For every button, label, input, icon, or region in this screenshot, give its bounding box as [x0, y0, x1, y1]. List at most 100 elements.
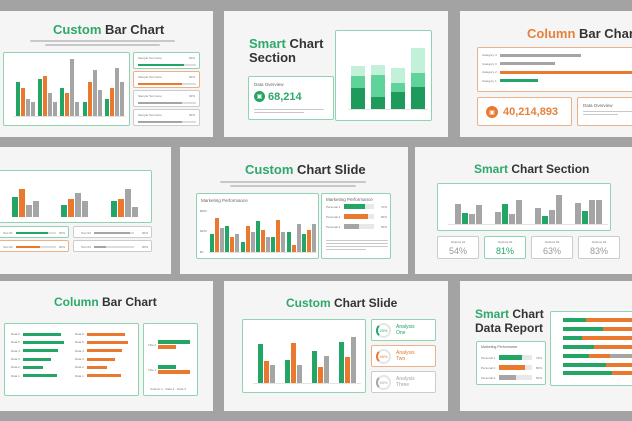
card-label: Text 04	[81, 245, 91, 249]
option-card[interactable]: Options 04 83%	[578, 236, 620, 259]
slide-smart-chart-section-options[interactable]: Smart Chart Section Options 01 54% Options…	[415, 147, 632, 274]
overview-value: 68,214	[268, 91, 302, 103]
bar	[500, 62, 555, 66]
bar	[312, 350, 317, 383]
bar	[548, 209, 555, 224]
slide-grouped-chart-partial[interactable]: Text 01 00% Text 02 00% Text 03 00% Text 04 00%	[0, 147, 171, 274]
bar	[500, 70, 632, 74]
subtitle-line	[220, 181, 366, 183]
bar	[351, 337, 356, 383]
bar-segment	[563, 353, 590, 358]
bar	[158, 365, 176, 369]
row-label: Personal 3	[326, 225, 341, 229]
bar-segment	[602, 327, 632, 332]
progress-ring-icon: 45%	[376, 349, 391, 364]
row-label: Personal 2	[326, 215, 341, 219]
briefcase-icon: ▣	[254, 91, 265, 102]
y-tick: $500	[200, 209, 207, 213]
bar-segment	[609, 353, 632, 358]
analysis-line: Two	[396, 356, 406, 362]
bar-pair	[158, 365, 190, 374]
slide-column-bar-chart-green[interactable]: Column Bar Chart Data 6 Data 5 Data 4 Data …	[0, 281, 213, 411]
bar	[19, 189, 26, 217]
option-card[interactable]: Options 03 63%	[531, 236, 573, 259]
progress-card: Text 02 00%	[0, 240, 69, 252]
card-label: Text 03	[81, 231, 91, 235]
slide-custom-chart-slide[interactable]: Custom Chart Slide Marketing Performance…	[180, 147, 408, 274]
horizontal-charts-box: Data 6 Data 5 Data 4 Data 3 Data 2 Data 1 Dat…	[4, 323, 139, 396]
slide-title: Custom Chart Slide	[245, 162, 366, 177]
bar	[60, 87, 65, 116]
bar-segment	[351, 88, 365, 109]
bar	[87, 357, 115, 361]
bar-row: Category 2	[482, 70, 632, 74]
bar-segment	[411, 73, 425, 87]
bar	[286, 232, 291, 252]
stacked-bar	[411, 39, 425, 109]
progress-track	[94, 246, 134, 248]
bar	[219, 227, 224, 252]
bar	[468, 214, 475, 224]
bar-group	[258, 328, 275, 383]
card-value: 00%	[58, 245, 65, 249]
option-card[interactable]: Options 02 81%	[484, 236, 526, 259]
performance-panel: Marketing Performance Personal 1 70% Perso…	[321, 193, 391, 259]
option-label: Options 02	[497, 240, 513, 244]
option-card[interactable]: Options 01 54%	[437, 236, 479, 259]
bar-chart-box	[437, 183, 611, 231]
bar	[214, 217, 219, 252]
bar	[23, 365, 43, 369]
horizontal-bar-chart-box: Category 4 Category 3 Category 2 Category 1	[477, 47, 632, 92]
slide-title: Smart Chart Data Report	[475, 307, 544, 335]
progress-track	[138, 102, 196, 104]
legend: Column 1 · Data 2 · Data 3	[150, 387, 186, 391]
row-value: 80%	[380, 215, 387, 219]
card-value: 00%	[188, 94, 195, 98]
bar	[312, 224, 317, 252]
bar	[26, 205, 33, 217]
bar	[110, 87, 115, 116]
bar	[23, 340, 65, 344]
progress-fill	[499, 365, 526, 370]
card-label: Sample Text Here	[138, 113, 162, 117]
description-line	[254, 109, 324, 110]
slide-custom-chart-analysis[interactable]: Custom Chart Slide 20% Analysis One 45% Anal…	[224, 281, 448, 411]
bar	[475, 204, 482, 224]
progress-track	[344, 224, 374, 229]
bar-label: Data 3	[11, 357, 20, 362]
stacked-horizontal-chart	[563, 316, 632, 378]
bar	[265, 237, 270, 252]
slide-custom-bar-chart[interactable]: Custom Bar Chart Sample Text Here 00% Samp…	[0, 11, 213, 137]
bar-chart-box	[242, 319, 366, 393]
bar	[158, 370, 190, 374]
bar-row: Title 1	[148, 365, 196, 374]
bar	[250, 232, 255, 252]
bar-group	[534, 190, 562, 224]
bar	[97, 90, 102, 116]
slide-column-bar-chart-orange[interactable]: Column Bar Chart Category 4 Category 3 Cat…	[460, 11, 632, 137]
progress-track	[16, 232, 56, 234]
progress-track	[138, 121, 196, 123]
bar-group	[38, 59, 58, 116]
total-value: 40,214,893	[503, 106, 559, 118]
bar-segment	[589, 353, 610, 358]
data-overview-card: Data Overview	[577, 97, 632, 126]
card-value: 00%	[141, 245, 148, 249]
briefcase-icon: ▣	[486, 106, 498, 118]
bar-segment	[563, 318, 586, 323]
bar-label: Category 4	[482, 53, 497, 58]
progress-fill	[16, 246, 40, 248]
bar-group	[255, 208, 270, 252]
progress-track	[94, 232, 134, 234]
bar-label: Data 3	[75, 357, 84, 362]
slide-title: Smart Chart Section	[249, 36, 324, 65]
slide-smart-chart-section[interactable]: Smart Chart Section Data Overview ▣ 68,21…	[224, 11, 448, 137]
bar-label: Data 1	[75, 373, 84, 378]
bar	[75, 101, 80, 116]
bar-group	[12, 177, 40, 217]
bar-row: Data 1	[75, 374, 133, 378]
bar	[25, 98, 30, 116]
bar-segment	[563, 327, 603, 332]
slide-smart-chart-data-report[interactable]: Smart Chart Data Report Marketing Perform…	[460, 281, 632, 411]
bar-pair	[158, 340, 190, 349]
